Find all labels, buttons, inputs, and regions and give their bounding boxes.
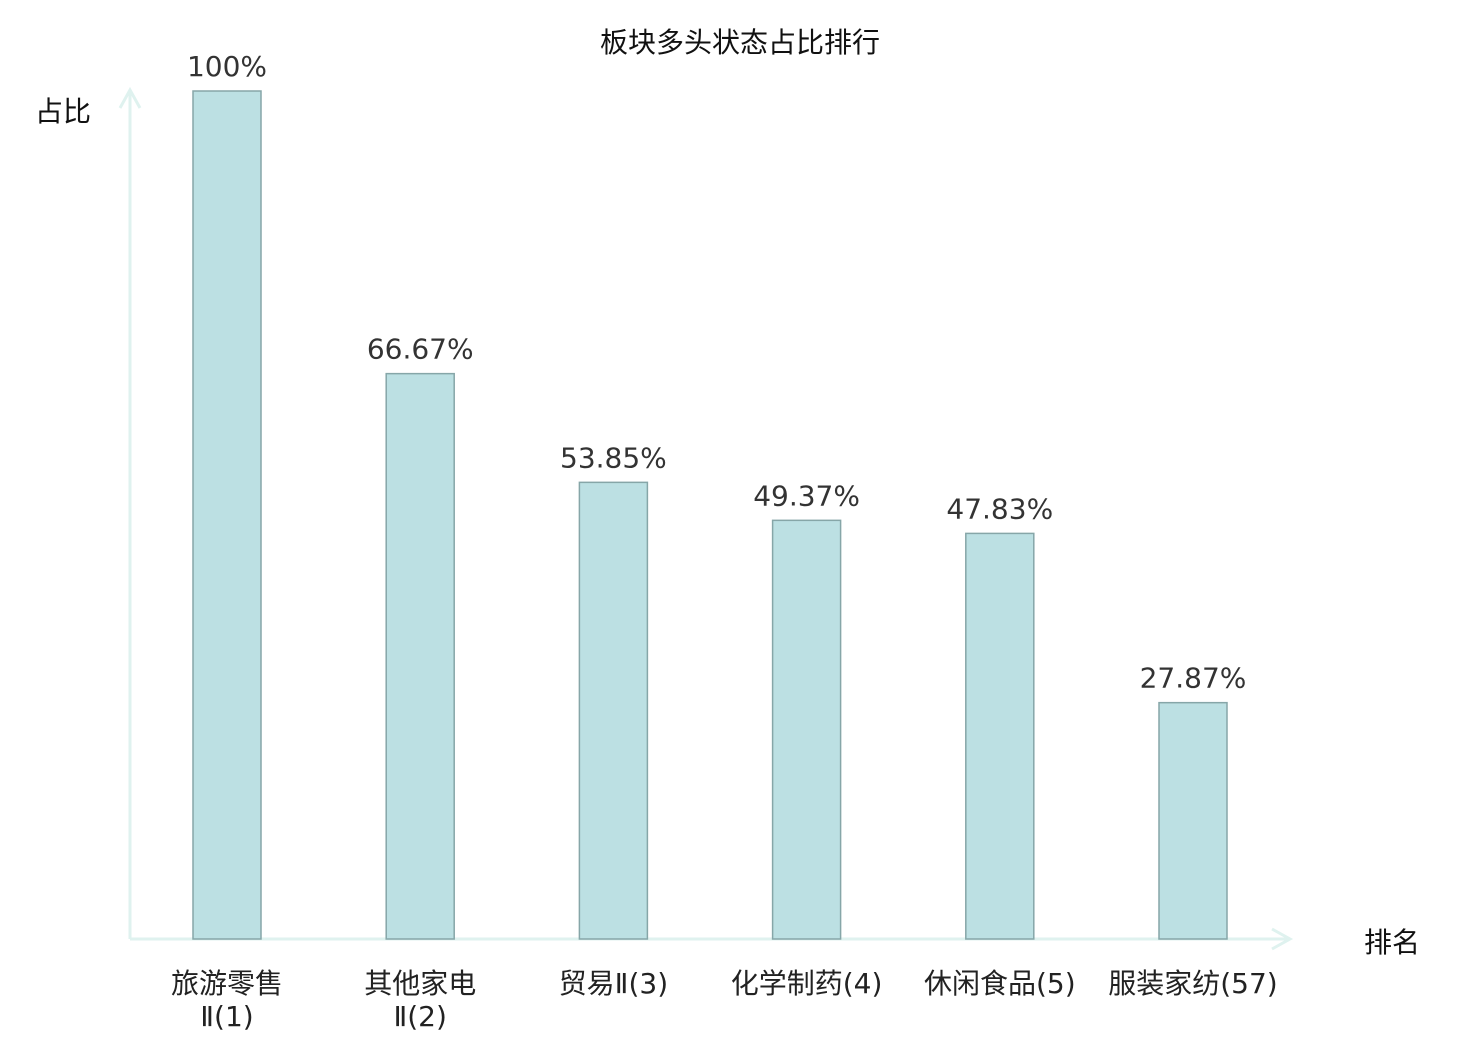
- value-label: 49.37%: [753, 479, 860, 512]
- category-label: 其他家电: [364, 967, 476, 1000]
- chart-title: 板块多头状态占比排行: [600, 26, 880, 59]
- value-label: 27.87%: [1140, 662, 1247, 695]
- value-label: 53.85%: [560, 441, 667, 474]
- x-axis-label: 排名: [1364, 926, 1420, 959]
- category-label: 旅游零售: [171, 967, 283, 1000]
- bar: [192, 90, 262, 940]
- category-label: 服装家纺(57): [1108, 967, 1277, 1000]
- category-label: Ⅱ(2): [393, 1000, 446, 1033]
- category-label: 休闲食品(5): [924, 967, 1076, 1000]
- bar: [965, 532, 1035, 940]
- bar: [578, 481, 649, 940]
- value-label: 100%: [187, 50, 267, 83]
- bar: [385, 372, 455, 940]
- y-axis-arrow-icon: [118, 86, 142, 109]
- x-axis-arrow-icon: [1271, 927, 1294, 951]
- category-label: 贸易Ⅱ(3): [559, 967, 668, 1000]
- category-label: Ⅱ(1): [200, 1000, 253, 1033]
- axes: [118, 86, 1294, 951]
- category-label: 化学制药(4): [731, 967, 883, 1000]
- bar: [771, 519, 842, 940]
- value-label: 66.67%: [367, 333, 474, 366]
- y-axis-label: 占比: [35, 95, 91, 128]
- bar: [1158, 701, 1228, 940]
- value-label: 47.83%: [946, 492, 1053, 525]
